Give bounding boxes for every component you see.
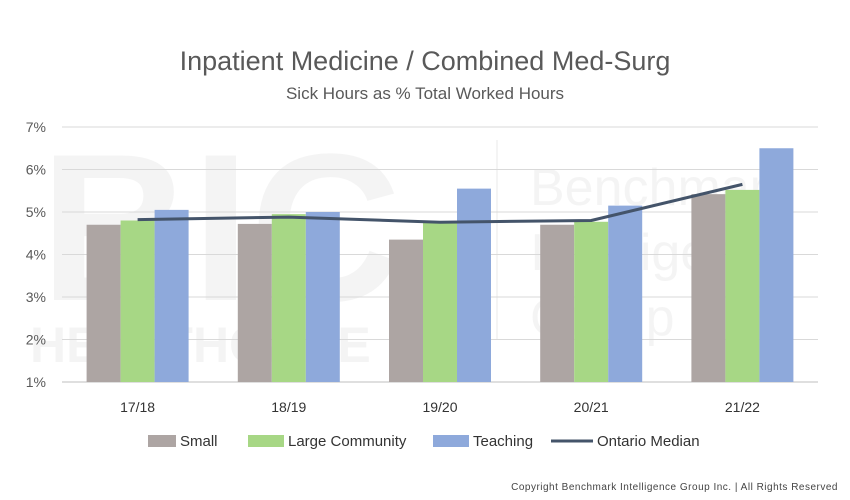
bar-large-community — [725, 189, 760, 382]
x-tick-label: 18/19 — [271, 399, 306, 415]
legend-teaching-swatch — [433, 435, 469, 447]
x-tick-label: 21/22 — [725, 399, 760, 415]
y-tick-label: 7% — [26, 119, 46, 135]
x-axis: 17/18 18/19 19/20 20/21 21/22 — [120, 399, 760, 415]
chart-subtitle: Sick Hours as % Total Worked Hours — [285, 84, 565, 103]
legend-large-community-label: Large Community — [288, 433, 407, 450]
bar-teaching — [608, 205, 643, 382]
bar-teaching — [305, 212, 340, 382]
bar-small — [237, 223, 272, 382]
bar-large-community — [423, 221, 457, 382]
copyright-text: Copyright Benchmark Intelligence Group I… — [511, 482, 838, 493]
legend-large-community-swatch — [248, 435, 284, 447]
legend-ontario-median-label: Ontario Median — [597, 433, 700, 450]
x-tick-label: 19/20 — [422, 399, 457, 415]
bar-teaching — [154, 209, 189, 382]
y-tick-label: 2% — [26, 332, 46, 348]
legend-small-swatch — [148, 435, 176, 447]
median-line-group — [137, 182, 743, 224]
y-tick-label: 1% — [26, 374, 46, 390]
bar-teaching — [457, 188, 491, 382]
y-tick-label: 5% — [26, 204, 46, 220]
series-line-ontario-median — [137, 182, 743, 224]
bar-large-community — [120, 220, 155, 382]
y-tick-label: 3% — [26, 289, 46, 305]
bars — [86, 148, 794, 382]
bar-teaching — [759, 148, 794, 382]
bar-large-community — [574, 221, 609, 382]
legend-small-label: Small — [180, 433, 218, 450]
legend: Small Large Community Teaching Ontario Medi… — [148, 433, 700, 450]
x-tick-label: 17/18 — [120, 399, 155, 415]
bar-small — [86, 224, 121, 382]
x-tick-label: 20/21 — [574, 399, 609, 415]
bar-small — [540, 224, 575, 382]
bar-small — [691, 194, 726, 382]
bar-small — [389, 239, 423, 382]
bar-large-community — [271, 214, 306, 382]
y-axis: 1% 2% 3% 4% 5% 6% 7% — [26, 119, 46, 390]
chart-title: Inpatient Medicine / Combined Med-Surg — [179, 46, 671, 76]
legend-teaching-label: Teaching — [473, 433, 533, 450]
y-tick-label: 6% — [26, 162, 46, 178]
y-tick-label: 4% — [26, 247, 46, 263]
